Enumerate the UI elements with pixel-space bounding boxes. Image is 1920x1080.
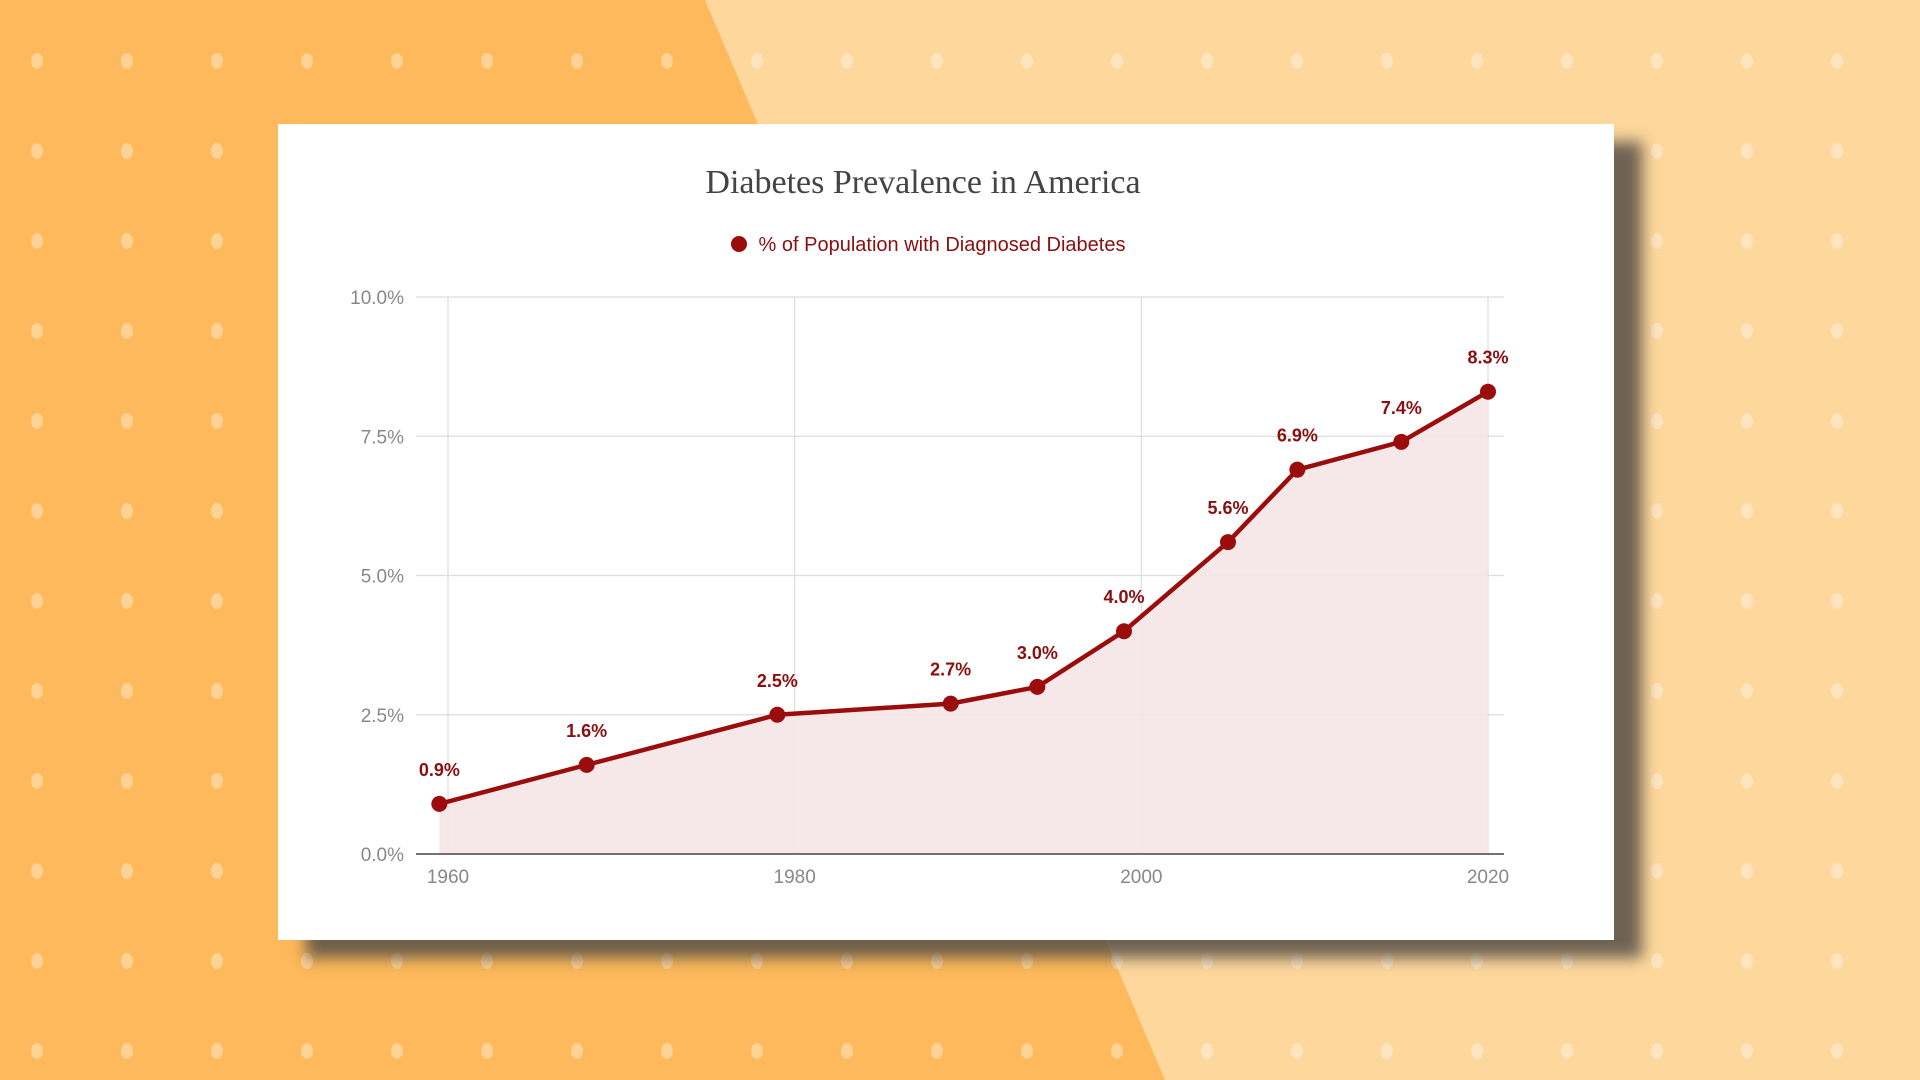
data-point [1116, 623, 1132, 640]
data-point [1480, 383, 1496, 400]
y-tick-label: 5.0% [361, 567, 404, 588]
x-tick-label: 1960 [427, 867, 469, 888]
data-label: 5.6% [1207, 498, 1248, 518]
data-label: 3.0% [1017, 643, 1058, 663]
data-label: 2.7% [930, 660, 971, 680]
chart-card: Diabetes Prevalence in America % of Popu… [278, 124, 1614, 940]
data-label: 7.4% [1381, 398, 1422, 418]
x-tick-label: 2020 [1467, 867, 1509, 888]
data-label: 2.5% [757, 671, 798, 691]
data-label: 0.9% [419, 760, 460, 780]
series-line [438, 389, 1490, 807]
data-point [1289, 461, 1306, 478]
data-label: 6.9% [1277, 426, 1318, 446]
x-tick-label: 2000 [1120, 867, 1162, 888]
data-label: 4.0% [1103, 587, 1144, 607]
data-label: 1.6% [566, 721, 607, 741]
y-tick-label: 0.0% [361, 845, 404, 866]
x-tick-label: 1980 [774, 867, 816, 888]
legend-label: % of Population with Diagnosed Diabetes [758, 234, 1126, 256]
data-point [1220, 534, 1236, 551]
data-point [1029, 678, 1046, 695]
series-area [439, 391, 1489, 854]
y-tick-label: 2.5% [361, 706, 404, 727]
y-tick-label: 10.0% [350, 288, 404, 309]
data-point [942, 695, 959, 712]
data-point [769, 706, 786, 723]
line-chart: 0.0% 2.5% 5.0% 7.5% 10.0% 1960 1980 2000 2020 0.9… [350, 288, 1509, 888]
data-point [431, 795, 448, 812]
data-label: 8.3% [1467, 348, 1508, 368]
data-point [1393, 433, 1410, 450]
y-tick-label: 7.5% [361, 427, 404, 448]
legend: % of Population with Diagnosed Diabetes [278, 234, 1578, 257]
legend-marker [730, 236, 747, 252]
chart-title: Diabetes Prevalence in America [705, 164, 1141, 201]
data-point [578, 756, 595, 773]
